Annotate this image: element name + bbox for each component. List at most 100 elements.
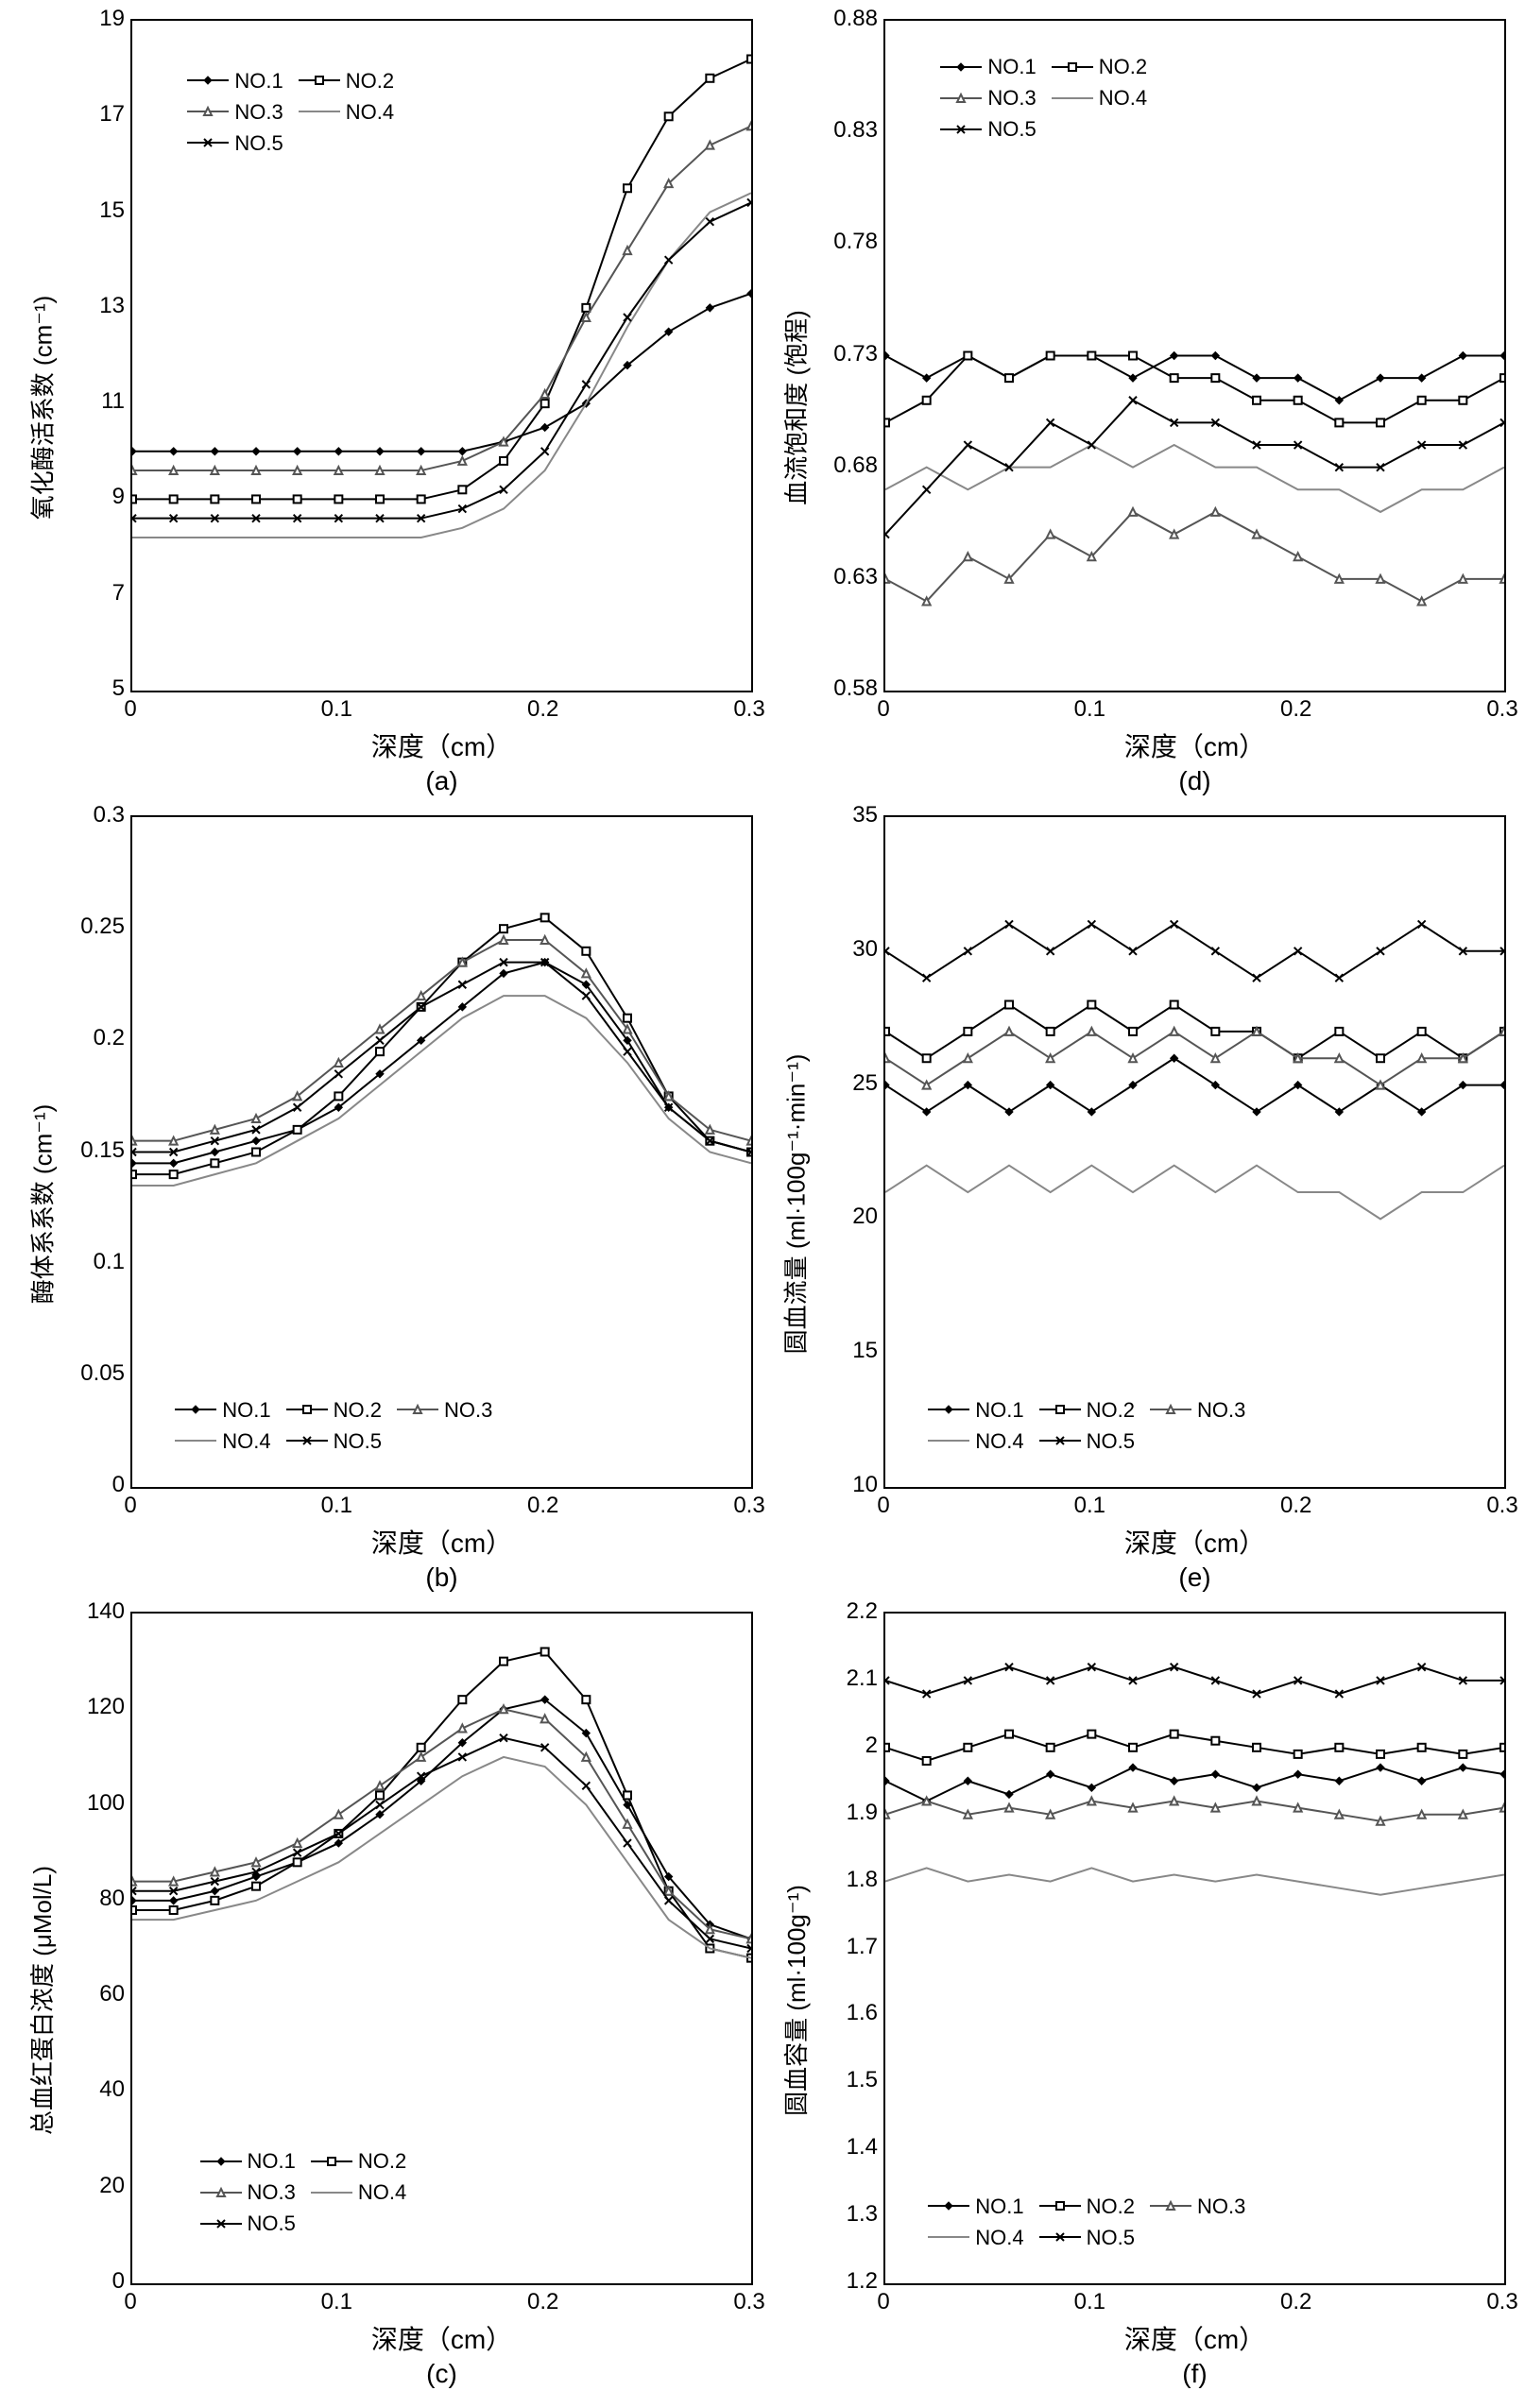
- ytick-label: 1.6: [847, 2000, 878, 2026]
- ytick-label: 100: [87, 1790, 125, 1817]
- legend-item: NO.1: [200, 2145, 296, 2177]
- legend-label: NO.3: [234, 96, 283, 128]
- ytick-label: 5: [112, 675, 125, 702]
- legend-label: NO.5: [248, 2208, 296, 2239]
- xtick-label: 0: [877, 1493, 889, 1519]
- legend-item: NO.4: [928, 1426, 1023, 1457]
- sublabel: (f): [883, 2359, 1506, 2389]
- ytick-label: 11: [101, 388, 125, 415]
- legend-label: NO.2: [1087, 2191, 1135, 2222]
- legend-item: NO.5: [200, 2208, 296, 2239]
- ytick-label: 1.5: [847, 2067, 878, 2093]
- xtick-label: 0.2: [1280, 696, 1311, 723]
- legend-item: NO.3: [1150, 1394, 1245, 1426]
- xtick-label: 0.1: [321, 696, 352, 723]
- legend-item: NO.3: [200, 2177, 296, 2208]
- ytick-label: 1.8: [847, 1867, 878, 1893]
- legend-item: NO.5: [940, 113, 1036, 145]
- legend-item: NO.1: [928, 2191, 1023, 2222]
- legend: NO.1NO.2NO.3NO.4NO.5: [922, 2187, 1251, 2257]
- sublabel: (b): [130, 1563, 753, 1593]
- ytick-label: 1.3: [847, 2201, 878, 2228]
- legend-label: NO.3: [1197, 1394, 1245, 1426]
- xlabel: 深度（cm）: [883, 726, 1506, 764]
- legend-item: NO.2: [1039, 1394, 1135, 1426]
- legend-label: NO.1: [975, 1394, 1023, 1426]
- ytick-label: 10: [852, 1472, 878, 1498]
- ylabel: 圆血流量 (ml·100g⁻¹·min⁻¹): [778, 1054, 813, 1355]
- legend-label: NO.2: [1087, 1394, 1135, 1426]
- legend-label: NO.4: [358, 2177, 406, 2208]
- panel-b: 酶体系系数 (cm⁻¹)00.050.10.150.20.250.3NO.1NO…: [19, 815, 753, 1593]
- xtick-label: 0.3: [1486, 696, 1517, 723]
- ytick-label: 120: [87, 1694, 125, 1720]
- ytick-label: 1.7: [847, 1934, 878, 1960]
- sublabel: (d): [883, 766, 1506, 796]
- ytick-label: 0.83: [833, 117, 878, 144]
- ytick-label: 7: [112, 580, 125, 606]
- xtick-label: 0.3: [733, 1493, 764, 1519]
- legend-item: NO.1: [928, 1394, 1023, 1426]
- legend-item: NO.1: [175, 1394, 270, 1426]
- ytick-label: 40: [99, 2076, 125, 2103]
- ytick-label: 30: [852, 936, 878, 963]
- ytick-label: 2: [865, 1733, 878, 1759]
- legend-label: NO.5: [1087, 1426, 1135, 1457]
- xtick-label: 0.2: [1280, 1493, 1311, 1519]
- legend-item: NO.1: [187, 65, 283, 96]
- ytick-label: 1.9: [847, 1800, 878, 1826]
- legend-item: NO.5: [187, 128, 283, 159]
- legend-item: NO.4: [928, 2222, 1023, 2253]
- ytick-label: 35: [852, 802, 878, 828]
- legend-label: NO.4: [346, 96, 394, 128]
- xtick-label: 0.1: [321, 2289, 352, 2315]
- legend-label: NO.1: [987, 51, 1036, 82]
- legend-label: NO.1: [234, 65, 283, 96]
- xtick-label: 0.1: [1074, 2289, 1105, 2315]
- legend-item: NO.2: [286, 1394, 382, 1426]
- legend: NO.1 NO.2 NO.3 NO.4 NO.5: [181, 61, 400, 162]
- legend: NO.1NO.2NO.3NO.4NO.5: [934, 47, 1153, 148]
- ytick-label: 9: [112, 484, 125, 510]
- xtick-label: 0: [124, 2289, 136, 2315]
- legend-item: NO.3: [940, 82, 1036, 113]
- ytick-label: 0.73: [833, 341, 878, 367]
- xtick-label: 0.2: [527, 696, 558, 723]
- ytick-label: 140: [87, 1598, 125, 1625]
- legend-label: NO.5: [234, 128, 283, 159]
- ytick-label: 0.2: [94, 1025, 125, 1051]
- plot-area: NO.1 NO.2 NO.3 NO.4 NO.5: [883, 815, 1506, 1489]
- legend-item: NO.2: [299, 65, 394, 96]
- legend-item: NO.3: [1150, 2191, 1245, 2222]
- xtick-label: 0.1: [1074, 1493, 1105, 1519]
- ytick-label: 0.3: [94, 802, 125, 828]
- ylabel: 总血红蛋白浓度 (μMol/L): [25, 1866, 60, 2135]
- legend-label: NO.3: [1197, 2191, 1245, 2222]
- legend-label: NO.3: [987, 82, 1036, 113]
- xlabel: 深度（cm）: [883, 1523, 1506, 1561]
- ytick-label: 0.63: [833, 564, 878, 590]
- panel-d: 血流饱和度 (饱程)0.580.630.680.730.780.830.88NO…: [772, 19, 1506, 796]
- legend-item: NO.5: [1039, 1426, 1135, 1457]
- xlabel: 深度（cm）: [130, 1523, 753, 1561]
- xtick-label: 0.3: [1486, 2289, 1517, 2315]
- xtick-label: 0: [877, 696, 889, 723]
- legend: NO.1 NO.2 NO.3 NO.4 NO.5: [195, 2142, 413, 2243]
- legend: NO.1NO.2NO.3NO.4NO.5: [169, 1391, 498, 1460]
- legend-label: NO.4: [222, 1426, 270, 1457]
- ylabel: 氧化酶活系数 (cm⁻¹): [25, 296, 60, 521]
- plot-area: NO.1 NO.2 NO.3 NO.4 NO.5: [130, 1612, 753, 2285]
- xtick-label: 0.3: [733, 2289, 764, 2315]
- xlabel: 深度（cm）: [130, 2319, 753, 2357]
- panel-a: 氧化酶活系数 (cm⁻¹)5791113151719NO.1NO.2NO.3NO…: [19, 19, 753, 796]
- ytick-label: 0.88: [833, 6, 878, 32]
- ytick-label: 15: [852, 1338, 878, 1364]
- ytick-label: 80: [99, 1886, 125, 1912]
- ytick-label: 19: [99, 6, 125, 32]
- ytick-label: 25: [852, 1070, 878, 1097]
- legend-item: NO.2: [311, 2145, 406, 2177]
- legend-item: NO.3: [187, 96, 283, 128]
- xtick-label: 0.1: [321, 1493, 352, 1519]
- sublabel: (a): [130, 766, 753, 796]
- legend-label: NO.1: [222, 1394, 270, 1426]
